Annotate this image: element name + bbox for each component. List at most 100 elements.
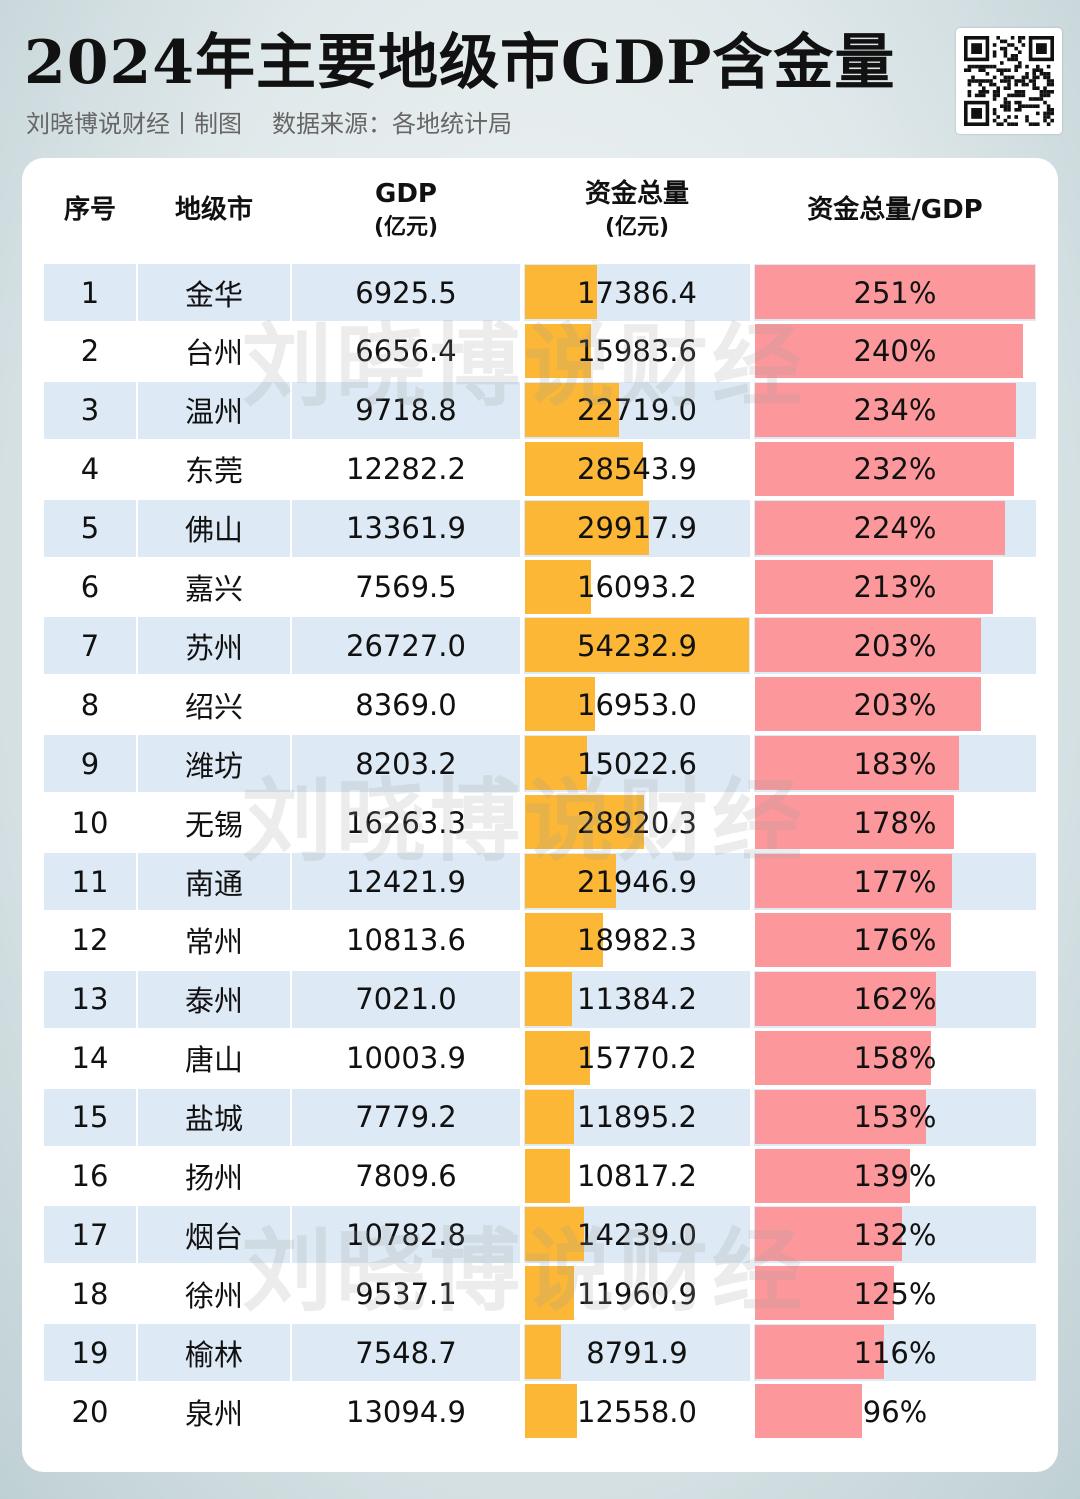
- cell-city: 潍坊: [184, 748, 243, 783]
- cell-ratio: 158%: [853, 1041, 937, 1076]
- funds-bar: [525, 854, 616, 908]
- funds-bar: [525, 1030, 591, 1085]
- cell-rank: 11: [71, 864, 109, 899]
- cell-ratio: 125%: [853, 1276, 937, 1311]
- cell-funds: 17386.4: [577, 275, 697, 310]
- cell-gdp: 10782.8: [346, 1217, 466, 1252]
- ratio-bar: [755, 265, 1035, 319]
- funds-bar: [525, 618, 749, 673]
- header-city: 地级市: [174, 195, 253, 225]
- cell-ratio: 232%: [853, 452, 937, 487]
- funds-bar: [525, 1266, 575, 1321]
- qr-code-icon: [956, 28, 1062, 134]
- cell-city: 泰州: [184, 984, 243, 1019]
- table-row: 1 金华 6925.5 17386.4 251%: [22, 264, 1058, 321]
- cell-rank: 9: [80, 746, 100, 781]
- cell-city: 盐城: [184, 1102, 243, 1137]
- cell-rank: 20: [71, 1394, 109, 1429]
- cell-rank: 14: [71, 1041, 109, 1076]
- row-stripe: [292, 381, 520, 439]
- cell-ratio: 251%: [853, 275, 937, 310]
- cell-funds: 11960.9: [577, 1276, 697, 1311]
- table-row: 19 榆林 7548.7 8791.9 116%: [22, 1324, 1058, 1382]
- row-stripe: [138, 264, 290, 321]
- ratio-bar: [755, 854, 953, 908]
- cell-funds: 18982.3: [577, 923, 697, 958]
- funds-bar: [525, 1089, 575, 1144]
- cell-ratio: 162%: [853, 982, 937, 1017]
- cell-funds: 29917.9: [577, 511, 697, 546]
- cell-funds: 15770.2: [577, 1041, 697, 1076]
- cell-rank: 7: [80, 628, 100, 663]
- row-stripe: [44, 617, 136, 675]
- cell-gdp: 8203.2: [355, 746, 457, 781]
- table-row: 3 温州 9718.8 22719.0 234%: [22, 381, 1058, 439]
- funds-bar: [525, 559, 592, 614]
- cell-city: 无锡: [184, 807, 243, 842]
- cell-city: 徐州: [184, 1278, 243, 1313]
- data-source: 数据来源：各地统计局: [272, 110, 512, 138]
- cell-city: 泉州: [184, 1396, 243, 1431]
- table-row: 4 东莞 12282.2 28543.9 232%: [22, 441, 1058, 498]
- cell-city: 东莞: [184, 454, 243, 489]
- cell-ratio: 203%: [853, 628, 937, 663]
- cell-city: 榆林: [184, 1337, 243, 1372]
- funds-bar: [525, 1207, 584, 1262]
- cell-gdp: 9537.1: [355, 1276, 457, 1311]
- cell-rank: 18: [71, 1276, 109, 1311]
- cell-rank: 15: [71, 1100, 109, 1135]
- cell-city: 南通: [184, 866, 243, 901]
- cell-funds: 11384.2: [577, 982, 697, 1017]
- header-funds: 资金总量 (亿元): [584, 179, 689, 240]
- row-stripe: [44, 1088, 136, 1146]
- ratio-bar: [755, 1384, 863, 1439]
- row-stripe: [138, 1324, 290, 1382]
- ratio-bar: [755, 1325, 885, 1380]
- cell-gdp: 12421.9: [346, 864, 466, 899]
- cell-city: 佛山: [184, 513, 243, 548]
- subtitle: 刘晓博说财经丨制图 数据来源：各地统计局: [26, 104, 512, 139]
- ratio-bar: [755, 1089, 926, 1144]
- table-row: 9 潍坊 8203.2 15022.6 183%: [22, 735, 1058, 793]
- row-stripe: [292, 970, 520, 1028]
- row-stripe: [138, 853, 290, 910]
- cell-city: 绍兴: [184, 689, 243, 724]
- ratio-bar: [755, 912, 952, 967]
- row-stripe: [44, 264, 136, 321]
- row-stripe: [292, 853, 520, 910]
- cell-ratio: 240%: [853, 334, 937, 369]
- funds-bar: [525, 912, 604, 967]
- cell-funds: 22719.0: [577, 393, 697, 428]
- cell-funds: 15022.6: [577, 746, 697, 781]
- cell-gdp: 10003.9: [346, 1041, 466, 1076]
- ratio-bar: [755, 971, 936, 1026]
- cell-gdp: 7548.7: [355, 1335, 457, 1370]
- ratio-bar: [755, 618, 982, 673]
- cell-ratio: 139%: [853, 1159, 937, 1193]
- cell-city: 唐山: [184, 1043, 243, 1078]
- cell-ratio: 177%: [853, 864, 937, 899]
- funds-bar: [525, 323, 592, 378]
- ratio-bar: [755, 323, 1023, 378]
- cell-city: 常州: [184, 925, 243, 960]
- row-stripe: [138, 1206, 290, 1264]
- funds-bar: [525, 382, 619, 437]
- cell-city: 温州: [184, 395, 243, 430]
- row-stripe: [44, 1324, 136, 1382]
- row-stripe: [292, 617, 520, 675]
- funds-bar: [525, 441, 643, 496]
- table-row: 7 苏州 26727.0 54232.9 203%: [22, 617, 1058, 675]
- cell-gdp: 7569.5: [355, 570, 457, 604]
- cell-rank: 12: [71, 923, 109, 958]
- cell-funds: 11895.2: [577, 1100, 697, 1135]
- cell-gdp: 7779.2: [355, 1100, 457, 1135]
- cell-city: 扬州: [184, 1161, 243, 1195]
- cell-ratio: 178%: [853, 805, 937, 840]
- row-stripe: [138, 970, 290, 1028]
- data-table: 序号 地级市 GDP (亿元) 资金总量 (亿元) 资金总量/GDP 1 金华 69…: [22, 158, 1058, 1472]
- table-row: 5 佛山 13361.9 29917.9 224%: [22, 499, 1058, 557]
- cell-rank: 16: [71, 1159, 109, 1193]
- cell-funds: 10817.2: [577, 1159, 697, 1193]
- table-row: 6 嘉兴 7569.5 16093.2 213%: [22, 559, 1058, 616]
- cell-gdp: 6925.5: [355, 275, 457, 310]
